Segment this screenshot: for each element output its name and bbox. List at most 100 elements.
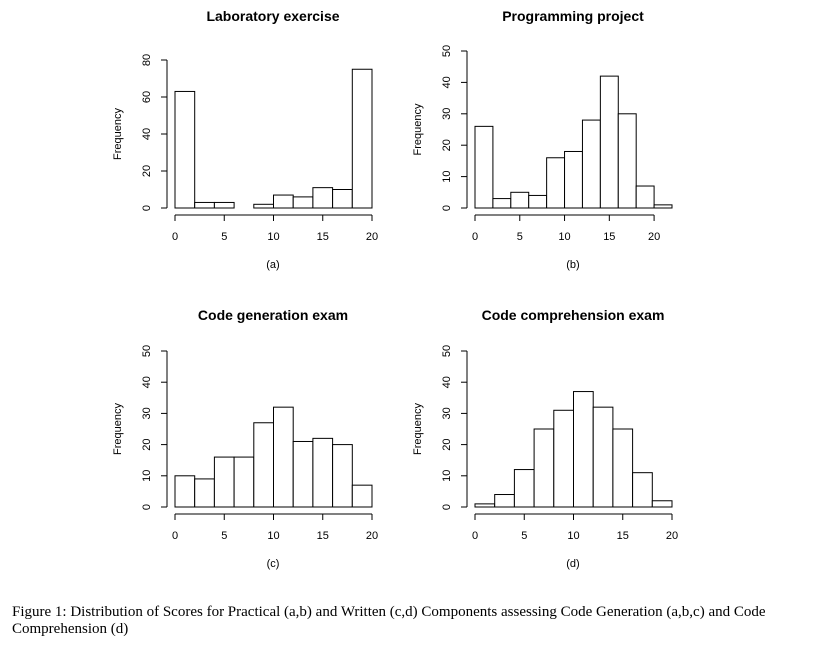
histogram-bar — [513, 469, 535, 508]
y-tick-label: 30 — [441, 108, 453, 120]
y-tick-label: 10 — [141, 470, 153, 482]
chart-title: Code comprehension exam — [482, 307, 665, 323]
x-tick-label: 15 — [603, 231, 615, 243]
histogram-bar — [351, 68, 373, 209]
histogram-bar — [194, 201, 215, 209]
histogram-bar — [494, 494, 515, 508]
histogram-bar — [533, 428, 555, 508]
histogram-bar — [253, 203, 275, 209]
histogram-bar — [332, 444, 353, 508]
x-tick-label: 0 — [172, 231, 178, 243]
histogram-bar — [564, 150, 583, 209]
y-tick-label: 20 — [141, 165, 153, 177]
histogram-bar — [332, 189, 353, 209]
histogram-bar — [592, 406, 614, 508]
histogram-bar — [273, 406, 294, 508]
histogram-bar — [632, 472, 653, 508]
histogram-bar — [553, 409, 574, 508]
histogram-bar — [651, 500, 673, 508]
y-tick-label: 0 — [441, 504, 453, 510]
x-tick-label: 0 — [472, 530, 478, 542]
x-tick-label: 10 — [567, 530, 579, 542]
histogram-code-generation-exam: Code generation exam01020304050Frequency… — [112, 307, 378, 570]
histogram-bar — [292, 196, 314, 209]
histogram-bar — [581, 119, 601, 209]
x-tick-label: 0 — [472, 231, 478, 243]
x-tick-label: 20 — [666, 530, 678, 542]
chart-title: Code generation exam — [198, 307, 348, 323]
y-axis-label: Frequency — [412, 403, 424, 455]
x-tick-label: 10 — [267, 530, 279, 542]
x-tick-label: 15 — [317, 530, 329, 542]
x-tick-label: 5 — [521, 530, 527, 542]
histogram-bar — [528, 194, 548, 209]
x-tick-label: 20 — [366, 530, 378, 542]
y-tick-label: 40 — [141, 376, 153, 388]
y-tick-label: 20 — [141, 438, 153, 450]
histogram-bar — [213, 456, 235, 508]
x-tick-label: 5 — [221, 530, 227, 542]
x-tick-label: 15 — [317, 231, 329, 243]
y-tick-label: 80 — [141, 54, 153, 66]
y-tick-label: 60 — [141, 91, 153, 103]
y-tick-label: 50 — [141, 345, 153, 357]
histogram-bar — [253, 422, 275, 508]
y-tick-label: 10 — [441, 170, 453, 182]
histogram-bar — [174, 90, 196, 209]
histogram-bar — [312, 437, 334, 508]
y-tick-label: 30 — [441, 407, 453, 419]
histogram-bar — [635, 185, 655, 209]
x-tick-label: 20 — [648, 231, 660, 243]
x-tick-label: 10 — [267, 231, 279, 243]
histogram-laboratory-exercise: Laboratory exercise 0 20 40 60 80 Frequency 0 5 1… — [112, 8, 378, 271]
figure: Laboratory exercise 0 20 40 60 80 Frequency 0 5 1… — [112, 8, 678, 570]
y-tick-label: 0 — [441, 205, 453, 211]
histogram-bar — [617, 113, 637, 209]
histogram-bar — [292, 440, 314, 508]
x-tick-label: 5 — [221, 231, 227, 243]
x-tick-label: 5 — [517, 231, 523, 243]
histogram-bar — [194, 478, 215, 508]
y-tick-label: 40 — [141, 128, 153, 140]
y-tick-label: 50 — [441, 345, 453, 357]
y-tick-label: 20 — [441, 438, 453, 450]
histogram-bar — [174, 475, 196, 508]
panel-subcaption: (b) — [566, 259, 579, 271]
y-axis-label: Frequency — [112, 403, 124, 455]
figure-caption: Figure 1: Distribution of Scores for Pra… — [12, 604, 766, 637]
y-tick-label: 40 — [441, 76, 453, 88]
panel-subcaption: (a) — [266, 259, 279, 271]
panel-subcaption: (d) — [566, 558, 579, 570]
x-tick-label: 15 — [617, 530, 629, 542]
histogram-bar — [573, 391, 594, 508]
y-axis-label: Frequency — [112, 108, 124, 160]
y-axis-label: Frequency — [412, 103, 424, 155]
histogram-bar — [510, 191, 530, 209]
histogram-bar — [653, 204, 673, 209]
histogram-bar — [492, 198, 512, 209]
histogram-bar — [474, 503, 496, 508]
x-tick-label: 20 — [366, 231, 378, 243]
y-tick-label: 20 — [441, 139, 453, 151]
x-tick-label: 0 — [172, 530, 178, 542]
histogram-bar — [474, 125, 494, 209]
y-tick-label: 30 — [141, 407, 153, 419]
histogram-bar — [233, 456, 255, 508]
y-tick-label: 0 — [141, 205, 153, 211]
y-tick-label: 10 — [441, 470, 453, 482]
y-tick-label: 40 — [441, 376, 453, 388]
panel-subcaption: (c) — [267, 558, 280, 570]
histogram-bar — [273, 194, 294, 209]
chart-title: Laboratory exercise — [206, 8, 339, 24]
y-tick-label: 50 — [441, 45, 453, 57]
histogram-bar — [599, 75, 619, 209]
histogram-bar — [312, 187, 334, 209]
y-tick-label: 0 — [141, 504, 153, 510]
chart-title: Programming project — [502, 8, 644, 24]
histogram-programming-project: Programming project 0 10 20 30 40 50 Frequency 0… — [412, 8, 673, 271]
histogram-bar — [612, 428, 634, 508]
x-tick-label: 10 — [558, 231, 570, 243]
histogram-bar — [546, 157, 566, 209]
histogram-code-comprehension-exam: Code comprehension exam01020304050Freque… — [412, 307, 678, 570]
histogram-bar — [351, 484, 373, 508]
